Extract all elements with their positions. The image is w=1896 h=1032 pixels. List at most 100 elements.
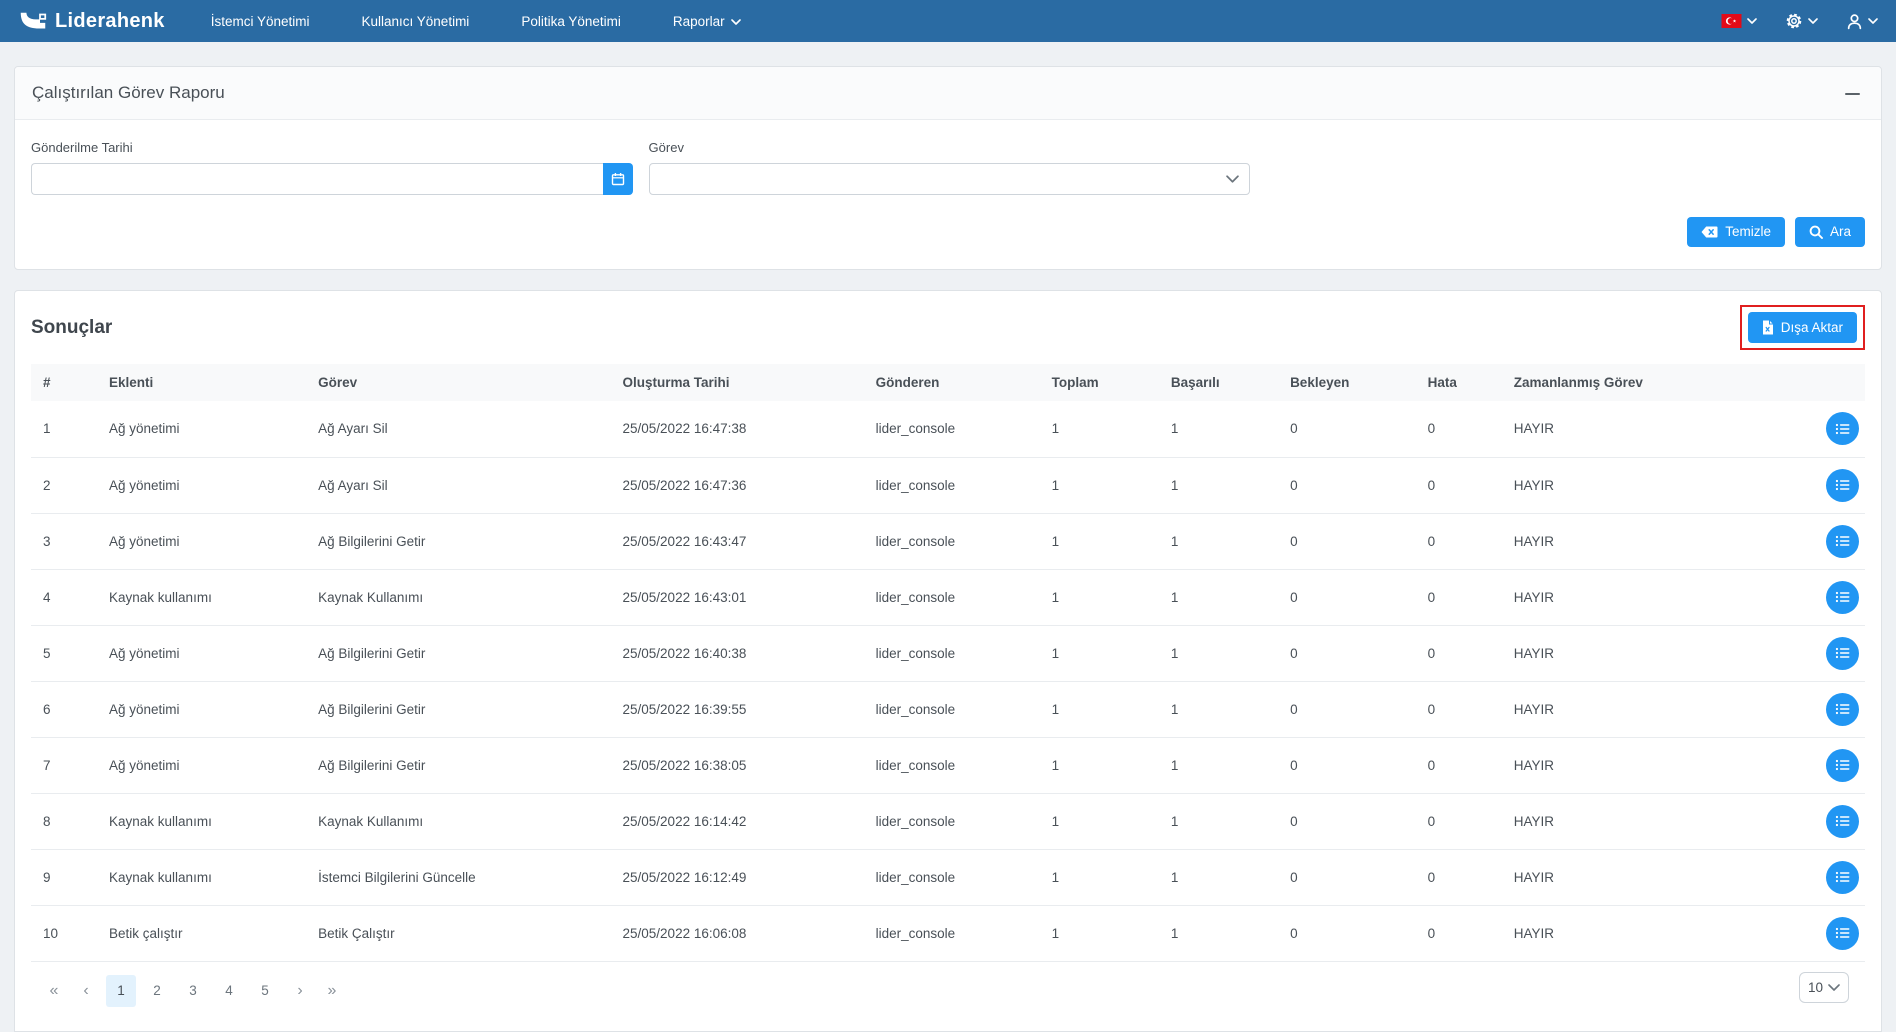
page-size-select[interactable]: 10 <box>1799 971 1849 1003</box>
row-details-button[interactable] <box>1826 580 1859 614</box>
table-cell: lider_console <box>863 905 1040 962</box>
sent-date-field: Gönderilme Tarihi <box>31 140 633 195</box>
table-cell: 0 <box>1278 569 1416 626</box>
prev-page-button[interactable]: ‹ <box>71 975 101 1007</box>
nav-item-1[interactable]: İstemci Yönetimi <box>211 14 310 29</box>
sent-date-label: Gönderilme Tarihi <box>31 140 133 155</box>
table-cell: 0 <box>1415 569 1502 626</box>
list-icon <box>1835 479 1850 491</box>
first-page-button[interactable]: « <box>39 975 69 1007</box>
brand-logo[interactable]: Liderahenk <box>18 10 165 33</box>
calendar-icon <box>611 172 625 186</box>
table-row: 9 Kaynak kullanımı İstemci Bilgilerini Gün… <box>31 849 1865 906</box>
table-cell: 0 <box>1278 681 1416 738</box>
row-actions-cell <box>1782 401 1865 458</box>
last-page-button[interactable]: » <box>317 975 347 1007</box>
user-menu-button[interactable] <box>1846 13 1878 30</box>
nav-item-4[interactable]: Raporlar <box>673 14 741 29</box>
table-cell: 1 <box>1039 569 1159 626</box>
page-button-5[interactable]: 5 <box>250 975 280 1007</box>
row-details-button[interactable] <box>1826 524 1859 558</box>
column-header: Eklenti <box>97 364 307 401</box>
table-cell: 10 <box>31 905 98 962</box>
row-details-button[interactable] <box>1826 748 1859 782</box>
filter-panel-header: Çalıştırılan Görev Raporu <box>15 67 1881 120</box>
table-cell: 1 <box>1158 793 1279 850</box>
page-button-4[interactable]: 4 <box>214 975 244 1007</box>
table-cell: 0 <box>1415 513 1502 570</box>
table-cell: Ağ yönetimi <box>97 513 307 570</box>
row-actions-cell <box>1782 681 1865 738</box>
table-cell: Ağ Bilgilerini Getir <box>306 737 611 794</box>
row-details-button[interactable] <box>1826 916 1859 950</box>
search-button[interactable]: Ara <box>1794 217 1865 247</box>
table-cell: HAYIR <box>1501 569 1783 626</box>
table-cell: Ağ Bilgilerini Getir <box>306 681 611 738</box>
row-details-button[interactable] <box>1826 860 1859 894</box>
table-cell: İstemci Bilgilerini Güncelle <box>306 849 611 906</box>
export-button[interactable]: Dışa Aktar <box>1747 312 1857 343</box>
minus-icon <box>1845 93 1860 95</box>
row-details-button[interactable] <box>1826 412 1859 446</box>
nav-item-3[interactable]: Politika Yönetimi <box>521 14 621 29</box>
table-cell: 25/05/2022 16:06:08 <box>610 905 864 962</box>
table-cell: 1 <box>1158 905 1279 962</box>
nav-item-2[interactable]: Kullanıcı Yönetimi <box>362 14 470 29</box>
table-cell: lider_console <box>863 737 1040 794</box>
page-button-1[interactable]: 1 <box>106 974 136 1007</box>
table-cell: 0 <box>1278 625 1416 682</box>
sent-date-input[interactable] <box>31 163 603 195</box>
task-select[interactable] <box>648 163 1251 195</box>
clear-icon <box>1701 226 1718 238</box>
row-details-button[interactable] <box>1826 804 1859 838</box>
navbar-right <box>1721 12 1878 30</box>
table-cell: 0 <box>1415 849 1502 906</box>
table-cell: 25/05/2022 16:12:49 <box>610 849 864 906</box>
clear-button[interactable]: Temizle <box>1687 217 1785 247</box>
row-actions-cell <box>1782 625 1865 682</box>
list-icon <box>1835 871 1850 883</box>
table-cell: 0 <box>1415 401 1502 458</box>
page-button-3[interactable]: 3 <box>178 975 208 1007</box>
chevron-down-icon <box>1868 18 1878 24</box>
table-cell: 1 <box>1158 457 1279 514</box>
table-row: 8 Kaynak kullanımı Kaynak Kullanımı 25/05/2… <box>31 793 1865 850</box>
table-cell: 2 <box>31 457 98 514</box>
search-icon <box>1809 225 1823 239</box>
table-cell: HAYIR <box>1501 793 1783 850</box>
list-icon <box>1835 815 1850 827</box>
row-details-button[interactable] <box>1826 692 1859 726</box>
calendar-button[interactable] <box>602 163 633 195</box>
row-actions-cell <box>1782 737 1865 794</box>
column-header: Bekleyen <box>1278 364 1416 401</box>
filter-panel: Çalıştırılan Görev Raporu Gönderilme Tar… <box>14 66 1882 270</box>
table-cell: 0 <box>1278 513 1416 570</box>
language-menu-button[interactable] <box>1721 14 1757 28</box>
row-details-button[interactable] <box>1826 636 1859 670</box>
main-content: Çalıştırılan Görev Raporu Gönderilme Tar… <box>0 42 1896 1032</box>
table-cell: 1 <box>1039 737 1159 794</box>
column-header <box>1782 364 1865 401</box>
task-field: Görev <box>648 140 1251 195</box>
page-button-2[interactable]: 2 <box>142 975 172 1007</box>
row-details-button[interactable] <box>1826 468 1859 502</box>
table-cell: HAYIR <box>1501 737 1783 794</box>
table-row: 7 Ağ yönetimi Ağ Bilgilerini Getir 25/05/20… <box>31 737 1865 794</box>
table-cell: 1 <box>1039 681 1159 738</box>
collapse-panel-button[interactable] <box>1841 87 1864 99</box>
settings-menu-button[interactable] <box>1785 12 1818 30</box>
column-header: Zamanlanmış Görev <box>1501 364 1783 401</box>
list-icon <box>1835 927 1850 939</box>
results-table: # Eklenti Görev Oluşturma Tarihi Gönderen Top… <box>31 364 1865 962</box>
next-page-button[interactable]: › <box>285 975 315 1007</box>
table-cell: 0 <box>1278 849 1416 906</box>
row-actions-cell <box>1782 905 1865 962</box>
table-cell: 7 <box>31 737 98 794</box>
row-actions-cell <box>1782 793 1865 850</box>
list-icon <box>1835 703 1850 715</box>
table-row: 5 Ağ yönetimi Ağ Bilgilerini Getir 25/05/20… <box>31 625 1865 682</box>
top-navbar: Liderahenk İstemci Yönetimi Kullanıcı Yön… <box>0 0 1896 42</box>
list-icon <box>1835 759 1850 771</box>
task-label: Görev <box>648 140 684 155</box>
